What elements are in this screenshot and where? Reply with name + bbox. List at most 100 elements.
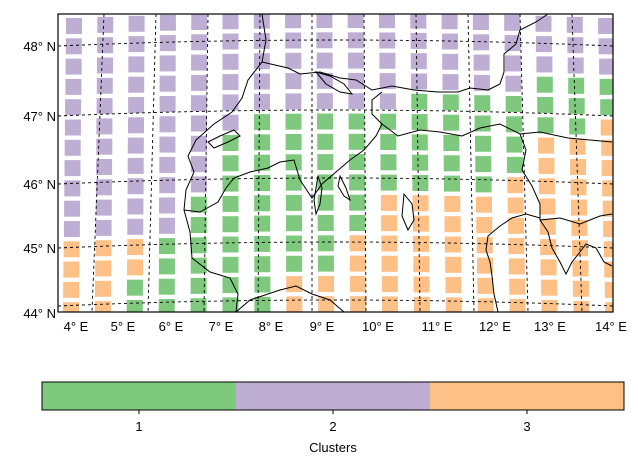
- cluster-cell-2: [191, 54, 208, 71]
- border-france-switzerland: [183, 14, 267, 211]
- meridian-6E: [147, 14, 157, 312]
- cluster-cell-1: [348, 113, 365, 130]
- cluster-cell-2: [316, 72, 333, 89]
- cluster-cell-2: [379, 93, 396, 110]
- cluster-cell-2: [127, 157, 144, 174]
- cluster-cell-2: [348, 72, 365, 89]
- cluster-cell-2: [222, 74, 239, 91]
- cluster-cell-3: [477, 257, 493, 274]
- cluster-cell-3: [477, 277, 494, 294]
- map-plot-area: [58, 14, 613, 312]
- cluster-cell-2: [128, 117, 144, 134]
- colorbar-tick-label-1: 1: [135, 419, 142, 434]
- cluster-cell-1: [412, 154, 429, 171]
- cluster-cells: [63, 14, 613, 312]
- cluster-cell-2: [285, 93, 302, 110]
- cluster-cell-2: [254, 93, 270, 110]
- cluster-cell-2: [96, 159, 113, 175]
- cluster-cell-3: [604, 261, 613, 278]
- cluster-cell-3: [350, 296, 367, 312]
- cluster-cell-2: [441, 33, 458, 50]
- cluster-cell-2: [159, 217, 175, 234]
- cluster-cell-2: [505, 55, 521, 72]
- cluster-cell-3: [349, 275, 366, 292]
- cluster-cell-2: [191, 74, 208, 91]
- cluster-cell-2: [190, 135, 207, 152]
- cluster-cell-1: [254, 296, 271, 312]
- cluster-cell-2: [442, 53, 459, 70]
- cluster-cell-2: [473, 74, 490, 91]
- cluster-cell-1: [254, 134, 271, 151]
- cluster-cell-2: [63, 221, 80, 237]
- cluster-cell-2: [222, 94, 239, 111]
- meridian-14E: [571, 14, 583, 312]
- cluster-cell-3: [476, 196, 492, 213]
- cluster-cell-1: [442, 94, 459, 111]
- cluster-cell-2: [191, 34, 208, 51]
- lat-label-48N: 48° N: [23, 39, 56, 54]
- cluster-cell-1: [285, 194, 302, 211]
- cluster-cell-2: [222, 114, 239, 131]
- cluster-cell-3: [570, 159, 587, 175]
- cluster-cell-2: [504, 14, 521, 31]
- cluster-cell-2: [159, 116, 176, 133]
- meridian-8E: [257, 14, 261, 312]
- cluster-cell-3: [538, 178, 555, 195]
- cluster-cell-2: [127, 218, 144, 235]
- cluster-cell-2: [379, 14, 395, 29]
- border-germany-switzerland: [261, 61, 489, 93]
- meridian-7E: [203, 14, 209, 312]
- lat-label-45N: 45° N: [23, 241, 56, 256]
- cluster-cell-1: [286, 235, 302, 252]
- lon-label-6E: 6° E: [159, 319, 184, 334]
- cluster-cell-1: [474, 95, 491, 112]
- cluster-cell-2: [410, 14, 427, 29]
- cluster-cell-3: [476, 237, 493, 254]
- cluster-cell-2: [159, 14, 176, 31]
- cluster-cell-2: [64, 180, 81, 197]
- cluster-cell-2: [95, 219, 112, 236]
- cluster-cell-2: [598, 38, 613, 55]
- cluster-cell-2: [473, 34, 490, 51]
- cluster-cell-3: [382, 296, 398, 312]
- lake-maggiore: [313, 175, 323, 216]
- cluster-cell-3: [508, 258, 525, 275]
- cluster-cell-1: [411, 114, 428, 131]
- cluster-cell-2: [127, 198, 144, 215]
- cluster-cell-2: [66, 18, 82, 34]
- cluster-cell-3: [507, 197, 524, 214]
- cluster-cell-2: [472, 14, 489, 30]
- cluster-cell-1: [475, 135, 491, 152]
- cluster-cell-1: [222, 256, 239, 273]
- cluster-cell-1: [222, 277, 239, 294]
- cluster-cell-3: [509, 299, 526, 312]
- cluster-cell-1: [254, 195, 271, 212]
- cluster-cell-1: [444, 175, 460, 192]
- cluster-cell-2: [127, 178, 144, 195]
- cluster-cell-2: [159, 156, 176, 173]
- cluster-cell-3: [413, 276, 430, 293]
- cluster-cell-3: [477, 298, 494, 312]
- cluster-cell-2: [128, 56, 145, 73]
- cluster-cell-1: [317, 194, 334, 211]
- cluster-cell-1: [285, 134, 302, 150]
- cluster-cell-3: [569, 138, 586, 155]
- border-germany-austria: [487, 14, 549, 91]
- cluster-cell-2: [222, 14, 239, 30]
- cluster-cell-2: [505, 75, 522, 92]
- meridian-12E: [467, 14, 475, 312]
- cluster-cell-3: [509, 278, 526, 295]
- cluster-cell-3: [571, 219, 588, 236]
- cluster-cell-1: [380, 134, 397, 150]
- cluster-cell-2: [65, 38, 82, 55]
- cluster-cell-2: [96, 118, 113, 135]
- colorbar-tick-label-2: 2: [329, 419, 336, 434]
- cluster-cell-2: [316, 93, 333, 110]
- colorbar-segment-2: [236, 382, 430, 410]
- cluster-cell-1: [506, 156, 523, 173]
- cluster-cell-1: [254, 114, 270, 131]
- cluster-cell-3: [602, 180, 613, 197]
- cluster-cell-3: [539, 198, 556, 215]
- cluster-cell-1: [158, 278, 175, 295]
- cluster-cell-1: [317, 235, 334, 252]
